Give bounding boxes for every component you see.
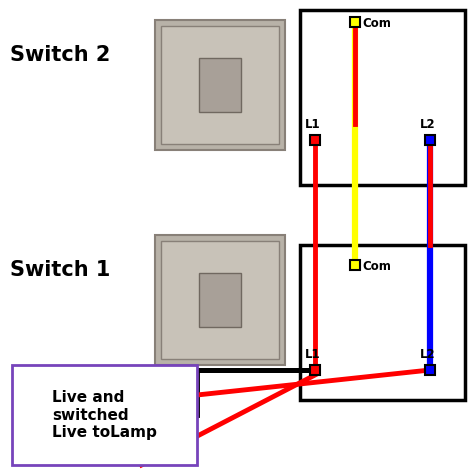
Bar: [161, 26, 279, 144]
Text: L1: L1: [305, 118, 321, 131]
Text: L2: L2: [420, 118, 436, 131]
Bar: [300, 10, 465, 185]
Bar: [350, 260, 360, 270]
Text: L2: L2: [420, 348, 436, 361]
Bar: [12, 365, 197, 465]
Text: Switch 1: Switch 1: [10, 260, 110, 280]
Bar: [199, 273, 241, 328]
Text: Com: Com: [362, 259, 391, 273]
Text: Com: Com: [362, 17, 391, 29]
Text: L1: L1: [305, 348, 321, 361]
Bar: [161, 241, 279, 359]
Bar: [300, 245, 465, 400]
Bar: [310, 365, 320, 375]
Bar: [199, 58, 241, 112]
Bar: [350, 17, 360, 27]
Bar: [425, 135, 435, 145]
Bar: [155, 20, 285, 150]
Bar: [310, 135, 320, 145]
Text: Switch 2: Switch 2: [10, 45, 110, 65]
Bar: [425, 365, 435, 375]
Text: Live and
switched
Live toLamp: Live and switched Live toLamp: [52, 390, 157, 440]
Bar: [155, 235, 285, 365]
